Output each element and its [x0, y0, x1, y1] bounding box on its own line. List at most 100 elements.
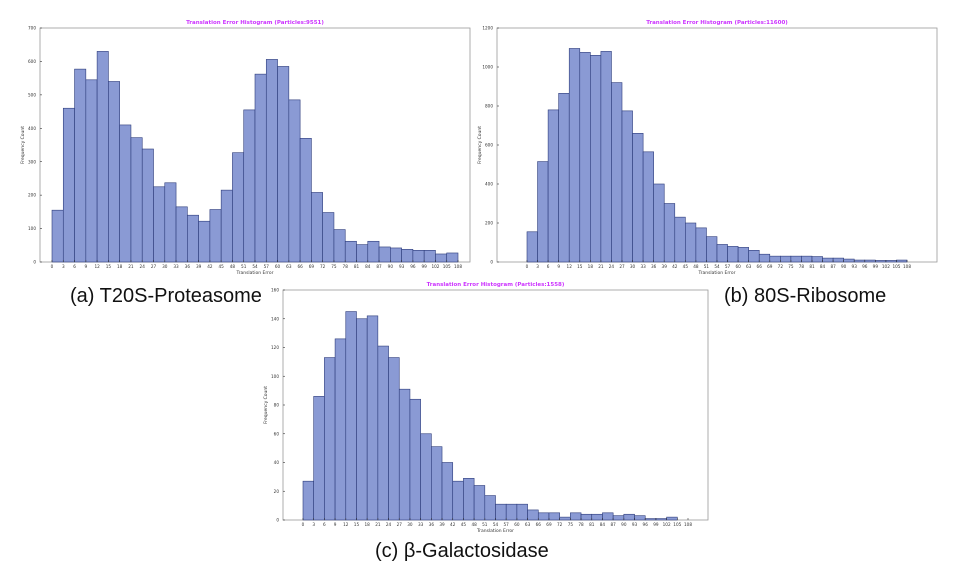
x-tick-label: 57	[725, 264, 731, 269]
histogram-bar	[864, 259, 876, 263]
y-tick-label: 0	[33, 260, 36, 265]
histogram-bar	[484, 495, 496, 521]
x-tick-label: 93	[852, 264, 858, 269]
y-tick-label: 140	[271, 316, 279, 321]
x-tick-label: 45	[683, 264, 689, 269]
y-tick-label: 800	[485, 104, 493, 109]
chart-panel-b: Translation Error Histogram (Particles:1…	[477, 16, 938, 278]
histogram-bar	[420, 433, 432, 521]
histogram-bar	[695, 227, 707, 263]
histogram-bar	[885, 260, 897, 263]
x-tick-label: 87	[376, 264, 382, 269]
histogram-bar	[175, 206, 188, 263]
x-tick-label: 96	[643, 522, 649, 527]
x-tick-label: 45	[461, 522, 467, 527]
x-tick-label: 9	[557, 264, 560, 269]
caption-a: (a) T20S-Proteasome	[70, 285, 262, 307]
x-tick-label: 108	[903, 264, 911, 269]
histogram-bar	[548, 512, 560, 521]
histogram-bar	[51, 209, 64, 263]
y-tick-label: 400	[485, 182, 493, 187]
histogram-bar	[398, 388, 411, 521]
histogram-bar	[423, 250, 436, 263]
histogram-bar	[875, 260, 887, 263]
x-tick-label: 6	[547, 264, 550, 269]
x-tick-label: 57	[264, 264, 270, 269]
x-tick-label: 60	[275, 264, 281, 269]
histogram-bar	[843, 258, 855, 263]
histogram-bar	[412, 250, 425, 263]
histogram-bar	[232, 152, 245, 263]
y-axis-label: Frequency Count	[263, 386, 269, 424]
histogram-bar	[377, 345, 389, 521]
x-tick-label: 21	[375, 522, 381, 527]
x-tick-label: 84	[820, 264, 826, 269]
histogram-bar	[590, 54, 602, 263]
x-tick-label: 51	[482, 522, 488, 527]
x-tick-label: 30	[407, 522, 413, 527]
x-axis-label: Translation Error	[698, 270, 736, 276]
histogram-bar	[299, 138, 312, 263]
x-tick-label: 78	[578, 522, 584, 527]
x-tick-label: 0	[302, 522, 305, 527]
histogram-bar	[243, 109, 256, 263]
x-tick-label: 72	[557, 522, 563, 527]
histogram-bar	[85, 79, 98, 263]
histogram-bar	[611, 82, 623, 263]
histogram-bar	[623, 513, 635, 521]
x-tick-label: 66	[757, 264, 763, 269]
x-tick-label: 33	[418, 522, 424, 527]
x-tick-label: 15	[106, 264, 112, 269]
x-tick-label: 90	[621, 522, 627, 527]
histogram-bar	[653, 183, 665, 263]
histogram-bar	[62, 107, 75, 263]
histogram-bar	[153, 186, 166, 263]
y-tick-label: 1000	[482, 65, 493, 70]
x-tick-label: 3	[536, 264, 539, 269]
histogram-bar	[748, 250, 760, 263]
histogram-bar	[452, 480, 464, 521]
x-tick-label: 45	[218, 264, 224, 269]
x-tick-label: 78	[343, 264, 349, 269]
histogram-bar	[769, 255, 781, 263]
x-tick-label: 69	[546, 522, 552, 527]
x-tick-label: 54	[493, 522, 499, 527]
histogram-bar	[74, 68, 87, 263]
histogram-bar	[568, 48, 581, 263]
x-tick-label: 3	[62, 264, 65, 269]
histogram-bar	[602, 512, 614, 521]
x-tick-label: 27	[151, 264, 157, 269]
x-tick-label: 12	[567, 264, 573, 269]
histogram-bar	[896, 259, 908, 263]
y-tick-label: 200	[485, 221, 493, 226]
histogram-bar	[324, 357, 336, 521]
caption-b: (b) 80S-Ribosome	[724, 285, 887, 307]
x-tick-label: 108	[684, 522, 692, 527]
x-tick-label: 18	[117, 264, 123, 269]
x-tick-label: 9	[334, 522, 337, 527]
histogram-bar	[527, 509, 539, 521]
x-tick-label: 99	[421, 264, 427, 269]
histogram-bar	[367, 240, 380, 263]
histogram-bar	[580, 513, 593, 521]
histogram-bar	[853, 259, 866, 263]
y-tick-label: 20	[274, 489, 280, 494]
x-tick-label: 66	[536, 522, 542, 527]
x-tick-label: 87	[830, 264, 836, 269]
histogram-bar	[311, 192, 323, 263]
x-tick-label: 42	[450, 522, 456, 527]
x-tick-label: 69	[309, 264, 315, 269]
histogram-bar	[790, 255, 802, 263]
histogram-bar	[446, 252, 459, 263]
x-tick-label: 24	[609, 264, 615, 269]
x-tick-label: 36	[185, 264, 191, 269]
histogram-bar	[130, 137, 143, 263]
histogram-bar	[322, 212, 335, 263]
chart-title: Translation Error Histogram (Particles:1…	[646, 20, 788, 26]
x-tick-label: 102	[882, 264, 890, 269]
y-tick-label: 600	[28, 59, 36, 64]
histogram-bar	[666, 516, 678, 521]
y-tick-label: 0	[490, 260, 493, 265]
x-tick-label: 18	[588, 264, 594, 269]
x-axis-label: Translation Error	[476, 528, 514, 534]
